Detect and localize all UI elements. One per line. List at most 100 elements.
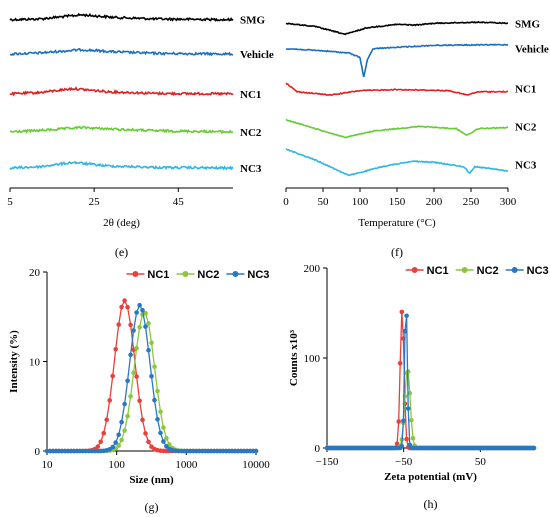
x-tick-label: 5 — [7, 196, 13, 208]
chart-f: SMG Vehicle NC1 NC2 NC3 0 50 100 150 200 250 300 Tem… — [283, 18, 549, 259]
x-tick-label: 150 — [389, 196, 406, 208]
series-label-nc1: NC1 — [240, 89, 261, 101]
y-axis-label: Intensity (%) — [8, 330, 20, 393]
legend-marker-nc2 — [461, 267, 468, 273]
data-point — [140, 417, 145, 423]
y-tick-label: 0 — [35, 446, 41, 458]
data-point — [101, 430, 106, 436]
x-tick-label: 0 — [283, 196, 289, 208]
data-point — [143, 324, 148, 329]
series-markers-nc2 — [44, 310, 259, 454]
data-point — [128, 352, 133, 358]
data-point — [131, 370, 136, 376]
data-point — [98, 439, 103, 445]
x-tick-label: 1000 — [175, 459, 198, 471]
x-tick-label: 250 — [463, 196, 480, 208]
data-point — [396, 419, 402, 424]
data-point — [113, 347, 118, 352]
x-axis-label: 2θ (deg) — [103, 217, 140, 229]
series-line-nc2 — [327, 370, 534, 449]
data-point — [155, 388, 160, 394]
data-point — [122, 298, 127, 303]
series-label-smg: SMG — [240, 15, 266, 27]
data-point — [404, 313, 409, 319]
series-markers-nc3 — [44, 302, 259, 454]
data-point — [158, 430, 163, 436]
data-point — [146, 321, 151, 326]
series-line-nc3 — [327, 315, 534, 449]
data-point — [116, 322, 121, 327]
legend-label-nc1: NC1 — [427, 265, 449, 277]
data-point — [161, 439, 166, 444]
legend-label-nc1: NC1 — [147, 269, 169, 281]
x-axis-label: Size (nm) — [129, 474, 174, 486]
series-line-nc2 — [47, 312, 256, 452]
data-point — [152, 364, 157, 370]
series-line-nc2 — [9, 125, 234, 135]
data-point — [409, 418, 414, 423]
data-point — [119, 419, 124, 425]
data-point — [116, 443, 121, 448]
data-point — [410, 435, 416, 441]
panel-label: (g) — [145, 500, 159, 514]
data-point — [155, 417, 160, 422]
panel-label: (f) — [391, 245, 403, 259]
x-axis-label: Zeta potential (mV) — [384, 471, 477, 483]
series-markers-nc1 — [324, 309, 537, 451]
legend-label-nc3: NC3 — [527, 265, 549, 277]
y-tick-label: 20 — [29, 267, 41, 279]
legend-label-nc3: NC3 — [247, 269, 269, 281]
data-point — [401, 418, 406, 424]
legend-label-nc2: NC2 — [477, 265, 499, 277]
data-point — [125, 378, 130, 384]
series-line-nc3 — [9, 160, 234, 171]
x-tick-label: 300 — [500, 196, 517, 208]
y-tick-label: 10 — [29, 357, 41, 369]
legend-marker-nc2 — [182, 271, 189, 277]
data-point — [122, 401, 127, 407]
x-tick-label: 10000 — [242, 459, 270, 471]
series-line-nc1 — [9, 86, 234, 97]
data-point — [399, 309, 405, 315]
series-line-vehicle — [285, 43, 509, 78]
data-point — [149, 373, 154, 379]
data-point — [402, 328, 408, 334]
data-point — [119, 304, 124, 310]
data-point — [164, 435, 169, 441]
data-point — [397, 360, 403, 366]
x-tick-label: 50 — [318, 196, 330, 208]
series-markers-nc3 — [324, 313, 537, 451]
data-point — [107, 398, 112, 403]
data-point — [125, 413, 130, 419]
chart-h: 0 100 200 −150 −50 50 NC1 NC2 NC3 Zeta potential … — [288, 263, 549, 511]
legend-marker-nc3 — [232, 271, 239, 277]
series-line-nc1 — [285, 82, 509, 97]
series-line-smg — [285, 20, 509, 36]
x-tick-label: 45 — [173, 196, 185, 208]
data-point — [137, 325, 142, 330]
series-line-nc2 — [285, 118, 508, 139]
data-point — [158, 409, 163, 415]
y-tick-label: 0 — [315, 443, 321, 455]
chart-e: SMG Vehicle NC1 NC2 NC3 5 25 45 2θ (deg) (e) — [7, 12, 274, 259]
series-label-nc3: NC3 — [515, 159, 537, 171]
data-point — [164, 444, 169, 449]
data-point — [146, 439, 151, 445]
data-point — [140, 308, 145, 313]
x-tick-label: 100 — [108, 459, 125, 471]
y-tick-label: 200 — [304, 263, 321, 275]
data-point — [134, 374, 139, 379]
data-point — [161, 425, 166, 430]
y-tick-label: 100 — [304, 353, 321, 365]
data-point — [122, 428, 127, 433]
series-label-nc1: NC1 — [515, 83, 536, 95]
data-point — [134, 345, 139, 351]
series-line-smg — [9, 12, 234, 22]
series-label-smg: SMG — [515, 18, 541, 30]
data-point — [143, 431, 148, 436]
series-markers-nc2 — [324, 369, 537, 451]
data-point — [152, 397, 157, 403]
data-point — [407, 390, 413, 396]
